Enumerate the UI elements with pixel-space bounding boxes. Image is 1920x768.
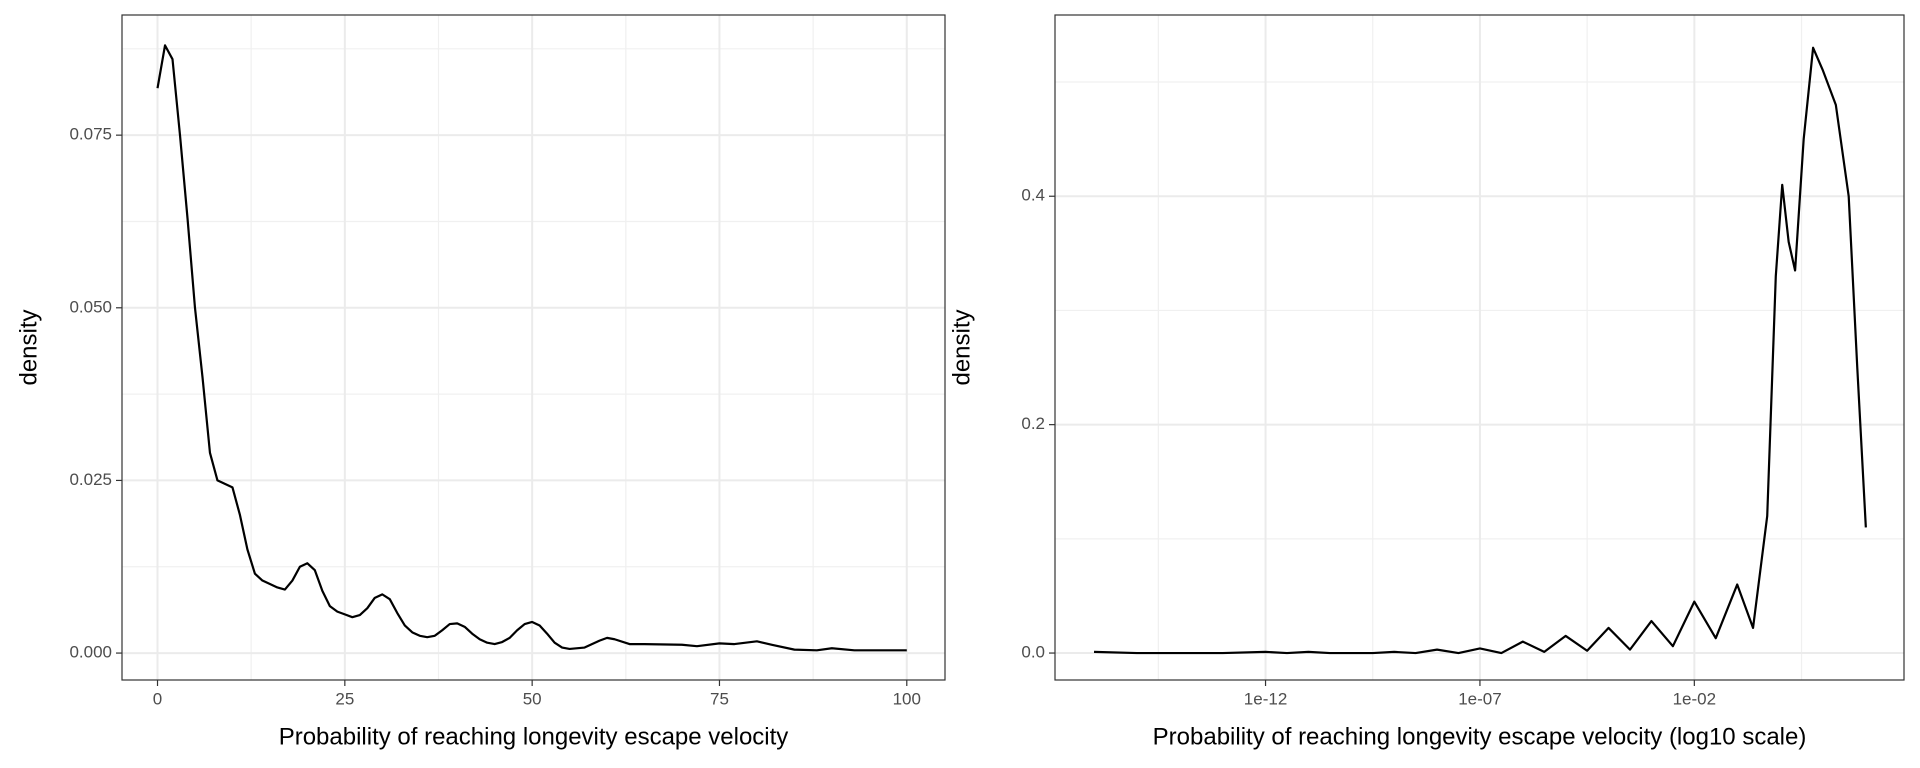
plot-background [122, 15, 945, 680]
y-tick-label: 0.075 [69, 125, 112, 144]
y-tick-label: 0.2 [1021, 414, 1045, 433]
x-tick-label: 1e-07 [1458, 689, 1501, 708]
panel-border [121, 14, 946, 681]
x-axis-title: Probability of reaching longevity escape… [1153, 723, 1807, 750]
x-tick-label: 25 [335, 689, 354, 708]
x-axis-title: Probability of reaching longevity escape… [279, 723, 789, 750]
panel: 0 25 50 75 100 0.000 0.025 0.050 0.075 Probabilit… [15, 14, 946, 750]
x-tick-label: 75 [710, 689, 729, 708]
y-tick-label: 0.0 [1021, 643, 1045, 662]
y-axis-title: density [15, 309, 42, 385]
panel-border [1054, 14, 1905, 681]
y-tick-label: 0.4 [1021, 186, 1045, 205]
x-tick-label: 1e-02 [1673, 689, 1716, 708]
y-tick-label: 0.000 [69, 643, 112, 662]
density-line [156, 44, 907, 652]
y-tick-label: 0.025 [69, 470, 112, 489]
density-line [1093, 46, 1867, 655]
x-tick-label: 1e-12 [1244, 689, 1287, 708]
x-tick-label: 100 [893, 689, 921, 708]
x-tick-label: 50 [523, 689, 542, 708]
y-axis-title: density [948, 309, 975, 385]
y-tick-label: 0.050 [69, 297, 112, 316]
x-tick-label: 0 [153, 689, 162, 708]
panel: 1e-12 1e-07 1e-02 0.0 0.2 0.4 Probability of r… [948, 14, 1905, 750]
